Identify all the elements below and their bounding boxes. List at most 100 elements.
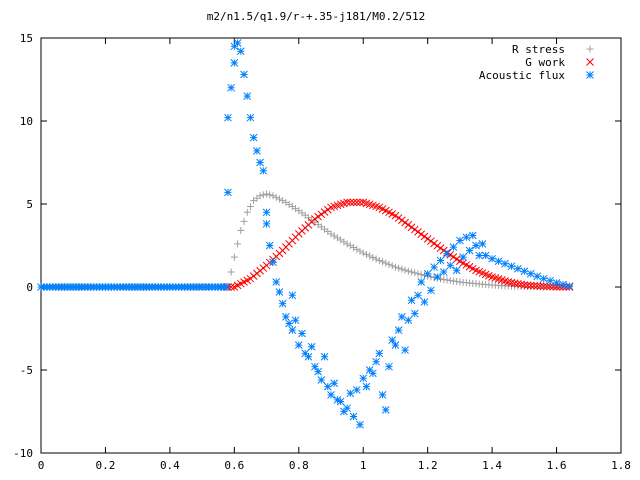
data-point (372, 357, 380, 366)
data-point (262, 220, 271, 228)
data-point (414, 291, 422, 300)
y-tick-label: 5 (26, 198, 33, 211)
data-point (288, 291, 297, 300)
data-point (520, 281, 529, 289)
data-point (420, 271, 428, 279)
data-point (311, 362, 319, 371)
data-point (230, 253, 238, 261)
data-point (346, 242, 354, 250)
data-point (249, 133, 258, 142)
data-point (343, 404, 351, 413)
data-point (346, 198, 355, 207)
data-point (507, 278, 516, 287)
data-point (349, 198, 358, 207)
data-point (320, 352, 329, 361)
data-point (356, 247, 364, 255)
data-point (291, 316, 300, 325)
data-point (333, 396, 342, 404)
y-tick-label: 0 (26, 281, 33, 294)
data-point (404, 267, 412, 275)
data-point (359, 374, 368, 383)
data-point (539, 282, 548, 291)
data-point (533, 272, 542, 281)
data-point (343, 240, 351, 248)
data-point (398, 265, 406, 273)
data-point (234, 240, 242, 248)
legend-label: G work (525, 56, 565, 69)
data-point (391, 341, 400, 349)
data-point (404, 316, 413, 325)
legend-marker (586, 45, 594, 53)
data-point (378, 391, 387, 399)
data-point (559, 280, 567, 289)
data-point (427, 286, 435, 295)
data-point (452, 255, 461, 263)
data-point (407, 223, 416, 232)
data-point (410, 225, 419, 234)
data-point (224, 188, 232, 197)
data-point (278, 299, 287, 308)
data-point (407, 296, 416, 305)
data-point (285, 319, 293, 328)
data-point (262, 208, 271, 217)
legend-label: R stress (512, 43, 565, 56)
legend-label: Acoustic flux (479, 69, 565, 82)
x-tick-label: 1.4 (482, 459, 502, 472)
data-point (423, 269, 432, 278)
data-point (233, 39, 242, 47)
data-point (275, 195, 283, 203)
data-point (439, 268, 448, 276)
data-point (552, 278, 561, 287)
data-point (449, 243, 458, 252)
data-point (382, 259, 390, 267)
series-g-work (224, 198, 574, 291)
data-point (427, 237, 435, 246)
x-tick-label: 1.6 (547, 459, 567, 472)
data-point (323, 205, 332, 214)
data-point (369, 253, 377, 261)
x-axis: 0 0.2 0.4 0.6 0.8 1 1.2 1.4 1.6 1.8 (38, 38, 631, 472)
data-point (408, 268, 416, 276)
data-point (536, 282, 545, 291)
data-point (546, 282, 554, 291)
data-point (501, 259, 509, 268)
data-point (304, 352, 313, 361)
data-point (353, 245, 361, 253)
data-point (346, 389, 355, 398)
data-point (533, 282, 542, 290)
data-point (398, 216, 406, 225)
data-point (437, 275, 445, 283)
y-axis: 15 10 5 0 -5 -10 (13, 32, 621, 460)
data-point (243, 208, 251, 216)
x-tick-label: 0.8 (289, 459, 309, 472)
data-point (394, 326, 403, 335)
data-point (294, 341, 303, 349)
data-point (272, 278, 281, 286)
data-point (517, 280, 525, 289)
data-point (417, 271, 425, 279)
data-point (381, 405, 390, 414)
data-point (417, 278, 426, 286)
data-point (288, 326, 297, 335)
data-point (462, 233, 471, 242)
data-point (327, 391, 335, 399)
data-point (394, 214, 403, 222)
data-point (259, 191, 267, 199)
data-point (443, 249, 451, 258)
data-point (401, 218, 409, 227)
data-point (459, 253, 467, 261)
data-point (510, 279, 519, 288)
data-point (565, 282, 574, 291)
data-point (385, 260, 393, 268)
data-point (269, 258, 277, 266)
data-point (336, 397, 345, 406)
chart-title: m2/n1.5/q1.9/r-+.35-j181/M0.2/512 (207, 10, 426, 23)
data-point (507, 262, 516, 271)
x-tick-label: 0.2 (96, 459, 116, 472)
data-point (420, 232, 429, 241)
plot-frame (40, 37, 622, 454)
data-point (401, 346, 409, 354)
data-point (375, 256, 383, 264)
data-point (526, 281, 535, 290)
data-point (481, 251, 490, 260)
